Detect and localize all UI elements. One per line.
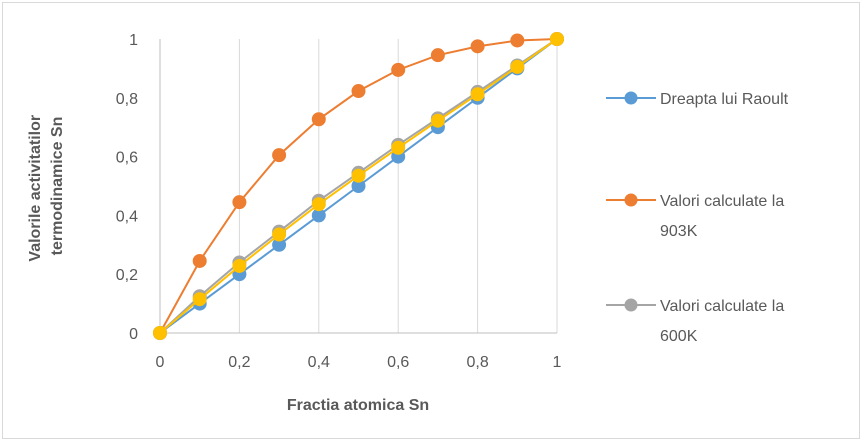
- series-3-point-9: [510, 59, 525, 74]
- y-tick-label-4: 0,8: [116, 91, 138, 108]
- tick-labels: 0 0,2 0,4 0,6 0,8 1 0 0,2 0,4 0,6 0,8 1: [116, 32, 562, 371]
- series-3-point-3: [272, 227, 287, 242]
- y-axis-title: Valorile activitatilor termodinamice Sn: [27, 110, 66, 261]
- series-3-point-1: [192, 292, 207, 307]
- x-tick-label-2: 0,4: [308, 354, 330, 371]
- series-3-point-8: [470, 87, 485, 102]
- chart-frame: [2, 2, 860, 439]
- legend-item-1: Valori calculate la 903K: [606, 193, 784, 240]
- series-3-point-2: [232, 258, 247, 273]
- series-3-point-0: [153, 326, 167, 340]
- series-3-point-10: [550, 32, 564, 46]
- series-1-point-4: [311, 112, 326, 127]
- legend-marker-2: [624, 298, 638, 312]
- y-tick-label-5: 1: [129, 32, 138, 49]
- x-tick-label-0: 0: [156, 354, 165, 371]
- x-tick-label-3: 0,6: [387, 354, 409, 371]
- legend-label-2-line-1: 600K: [660, 328, 698, 345]
- series-1-point-7: [430, 48, 445, 63]
- series-3: [153, 32, 564, 340]
- series-3-point-7: [430, 113, 445, 128]
- series-1-point-6: [391, 62, 406, 77]
- legend-marker-1: [624, 193, 638, 207]
- y-tick-label-0: 0: [129, 326, 138, 343]
- series-3-point-4: [311, 197, 326, 212]
- legend-label-0-line-0: Dreapta lui Raoult: [660, 91, 789, 108]
- legend-label-2-line-0: Valori calculate la: [660, 298, 784, 315]
- legend-marker-0: [624, 91, 638, 105]
- y-tick-label-1: 0,2: [116, 267, 138, 284]
- x-tick-label-4: 0,8: [466, 354, 488, 371]
- x-axis-title: Fractia atomica Sn: [287, 397, 429, 414]
- series-layer: [153, 32, 564, 340]
- series-1-point-3: [272, 148, 287, 163]
- series-3-point-5: [351, 168, 366, 183]
- series-1-point-1: [192, 253, 207, 268]
- legend-item-2: Valori calculate la 600K: [606, 298, 784, 345]
- x-tick-label-5: 1: [553, 354, 562, 371]
- legend-label-1-line-1: 903K: [660, 223, 698, 240]
- y-axis-title-line-1: Valorile activitatilor: [27, 115, 44, 262]
- legend: Dreapta lui Raoult Valori calculate la 903…: [606, 91, 789, 345]
- legend-item-0: Dreapta lui Raoult: [606, 91, 789, 108]
- legend-label-1-line-0: Valori calculate la: [660, 193, 784, 210]
- y-tick-label-3: 0,6: [116, 150, 138, 167]
- series-1-point-9: [510, 33, 525, 48]
- grid-lines: [238, 39, 558, 333]
- series-3-point-6: [391, 140, 406, 155]
- series-1-point-5: [351, 84, 366, 99]
- y-tick-label-2: 0,4: [116, 208, 138, 225]
- series-1-point-8: [470, 39, 485, 54]
- y-axis-title-line-2: termodinamice Sn: [49, 117, 66, 256]
- series-1-point-2: [232, 195, 247, 210]
- x-tick-label-1: 0,2: [228, 354, 250, 371]
- axes: [159, 39, 557, 334]
